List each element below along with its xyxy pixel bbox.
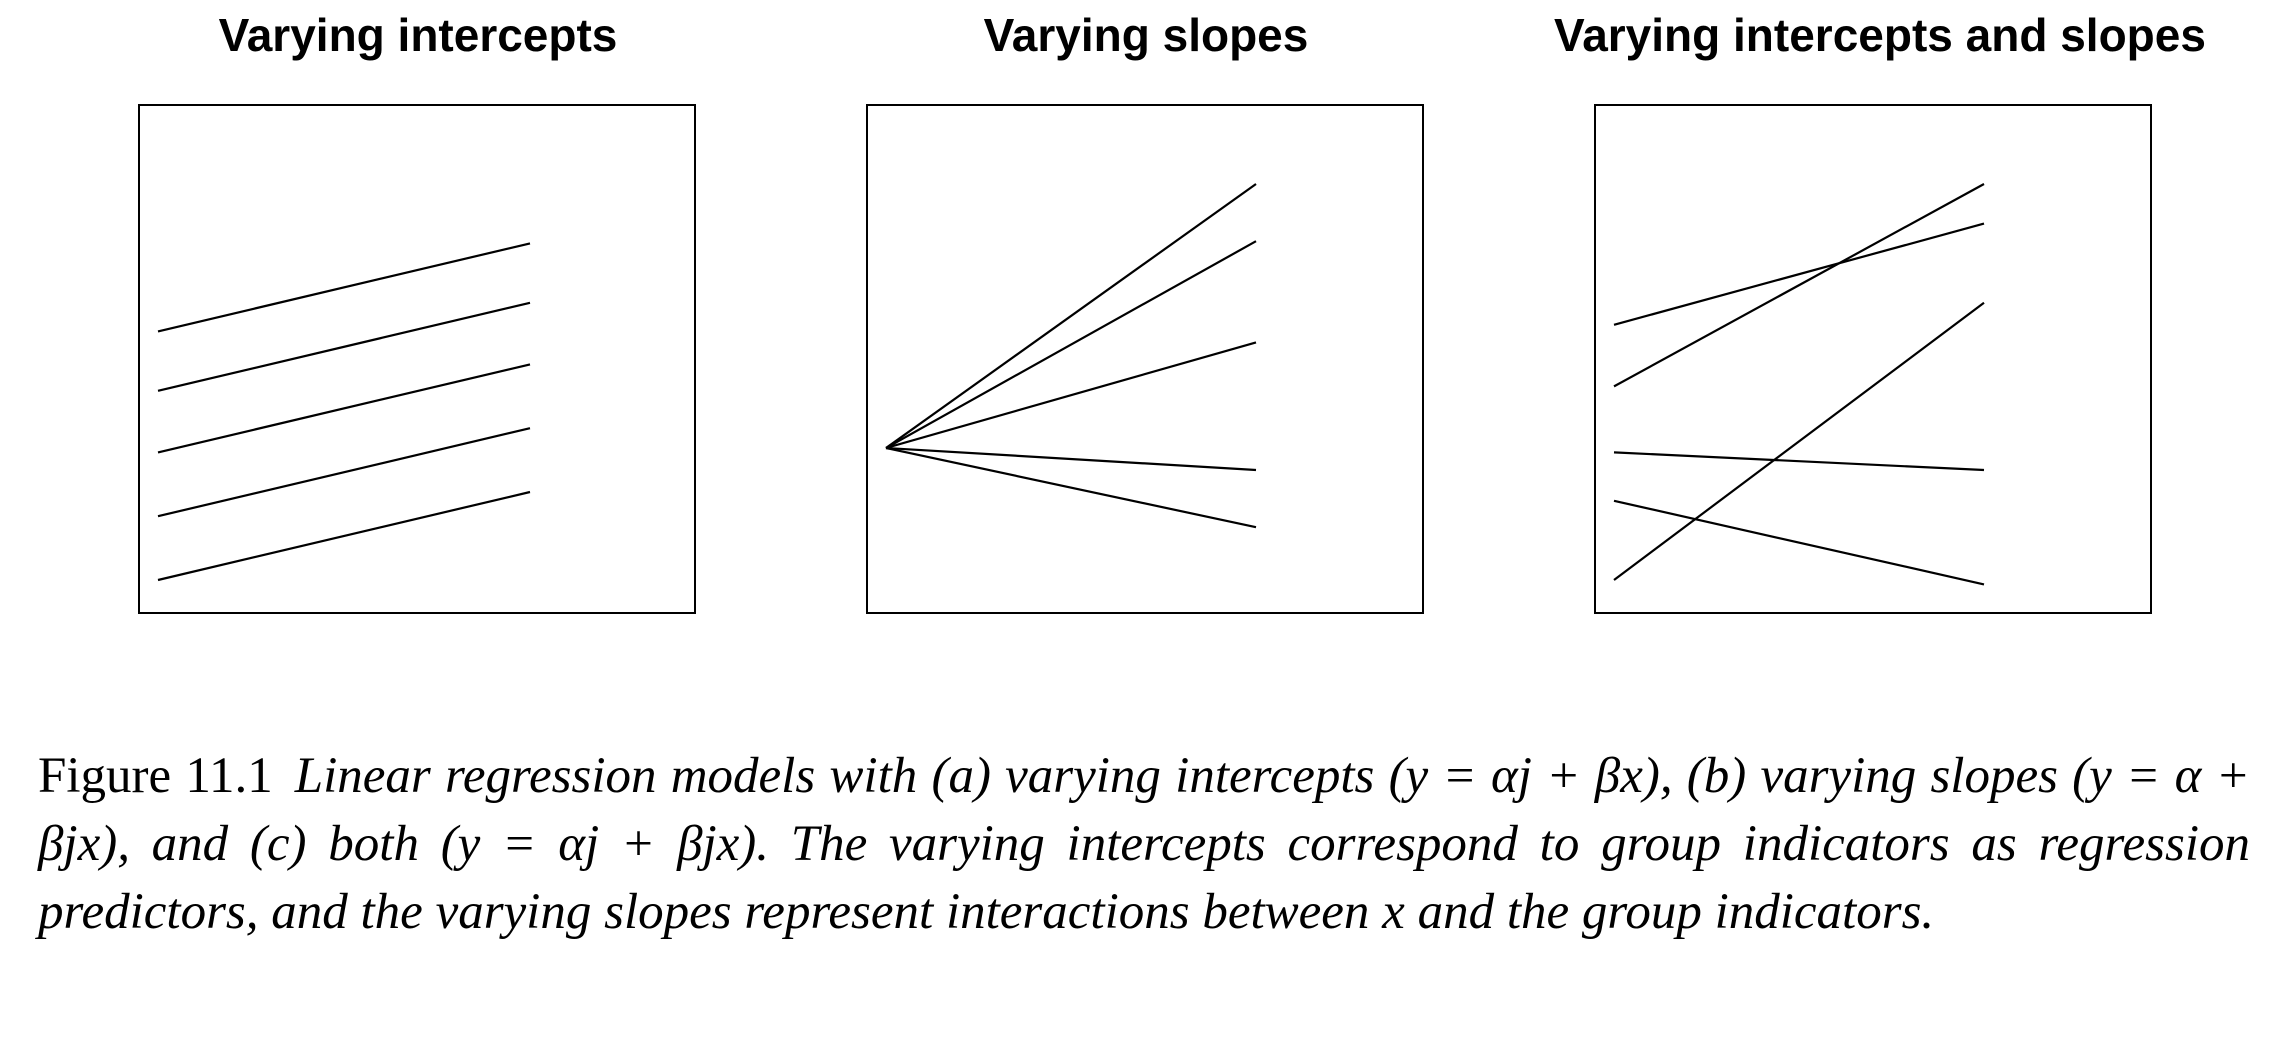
panel-title-varying-intercepts: Varying intercepts <box>218 9 618 61</box>
panel-frame-a <box>138 104 696 614</box>
panel-title-varying-intercepts-and-slopes: Varying intercepts and slopes <box>1554 9 2206 61</box>
panel-title-varying-slopes: Varying slopes <box>983 9 1309 61</box>
figure-caption: Figure 11.1 Linear regression models with… <box>38 742 2250 946</box>
panel-frame-c <box>1594 104 2152 614</box>
panel-frame-b <box>866 104 1424 614</box>
figure-label: Figure 11.1 <box>38 748 273 804</box>
figure-caption-text: Linear regression models with (a) varyin… <box>38 748 2251 940</box>
